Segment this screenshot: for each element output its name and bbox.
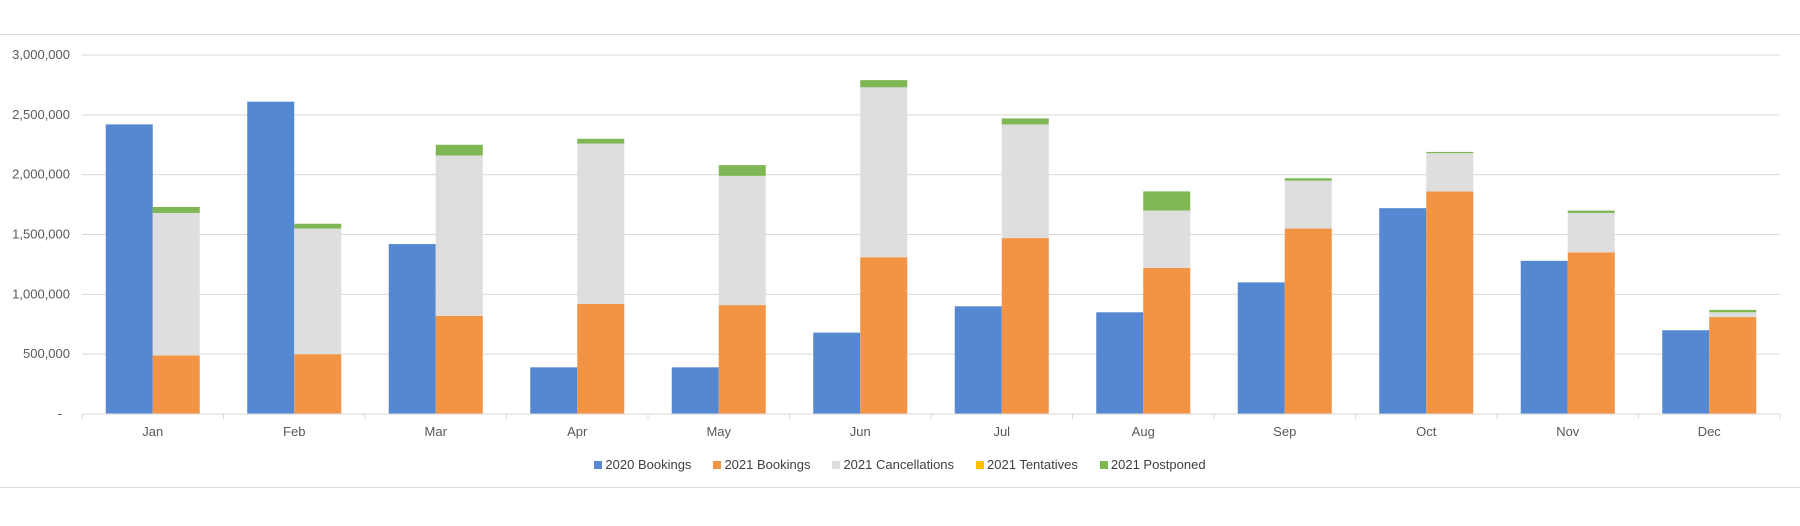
bar-2021-postponed — [1284, 178, 1332, 181]
bar-2021-bookings — [860, 257, 908, 414]
legend-item: 2021 Tentatives — [976, 457, 1078, 472]
bar-2021-bookings — [1284, 228, 1332, 414]
bar-2021-cancellations — [1143, 210, 1191, 269]
legend-label: 2021 Postponed — [1110, 457, 1206, 472]
bar-2021-bookings — [718, 305, 766, 414]
x-tick-label: Apr — [567, 424, 588, 439]
bar-2021-cancellations — [577, 143, 625, 304]
bar-2021-bookings — [294, 354, 342, 414]
legend-label: 2021 Tentatives — [987, 457, 1078, 472]
bar-2021-cancellations — [1001, 124, 1049, 239]
legend-item: 2021 Cancellations — [832, 457, 954, 472]
chart-frame-top-border — [0, 34, 1800, 35]
chart-frame-bottom-border — [0, 487, 1800, 488]
y-tick-label: - — [58, 406, 62, 421]
bar-2021-cancellations — [1709, 312, 1757, 318]
x-tick-label: Feb — [283, 424, 305, 439]
bar-2020-bookings — [671, 367, 719, 414]
bar-2021-postponed — [1143, 191, 1191, 211]
x-tick-label: Sep — [1273, 424, 1296, 439]
bar-2020-bookings — [1237, 282, 1285, 414]
bar-2021-cancellations — [1567, 212, 1615, 253]
legend-swatch — [594, 460, 603, 469]
bar-2021-postponed — [718, 165, 766, 176]
bar-2020-bookings — [1520, 260, 1568, 414]
y-tick-label: 1,500,000 — [12, 227, 70, 242]
bar-2021-cancellations — [1284, 180, 1332, 229]
bar-2021-bookings — [152, 355, 200, 414]
bar-2020-bookings — [247, 101, 295, 415]
bar-2020-bookings — [954, 306, 1002, 414]
bar-2021-postponed — [1567, 210, 1615, 213]
bar-2020-bookings — [388, 244, 436, 414]
legend-label: 2021 Cancellations — [843, 457, 955, 472]
bar-2021-postponed — [577, 138, 625, 144]
x-tick-label: Oct — [1416, 424, 1437, 439]
bar-2021-postponed — [1426, 151, 1474, 154]
bar-2021-postponed — [294, 223, 342, 229]
bar-2021-cancellations — [1426, 153, 1474, 192]
y-tick-label: 500,000 — [23, 346, 70, 361]
bar-2020-bookings — [1096, 312, 1144, 414]
bar-2021-postponed — [435, 144, 483, 156]
legend-swatch — [832, 460, 841, 469]
legend-swatch — [976, 460, 985, 469]
y-tick-label: 2,000,000 — [12, 167, 70, 182]
x-tick-label: Aug — [1132, 424, 1155, 439]
bar-2021-cancellations — [860, 87, 908, 258]
legend-item: 2020 Bookings — [594, 457, 691, 472]
bar-2021-postponed — [1001, 118, 1049, 125]
bar-2021-postponed — [860, 80, 908, 88]
bar-2021-bookings — [1001, 238, 1049, 414]
legend-item: 2021 Postponed — [1099, 457, 1206, 472]
y-tick-label: 1,000,000 — [12, 286, 70, 301]
x-tick-label: Jun — [850, 424, 871, 439]
y-tick-label: 3,000,000 — [12, 47, 70, 62]
legend-item: 2021 Bookings — [713, 457, 810, 472]
bar-2021-bookings — [435, 315, 483, 414]
chart-legend: 2020 Bookings 2021 Bookings 2021 Cancellat… — [0, 457, 1800, 472]
bar-2020-bookings — [530, 367, 578, 414]
legend-label: 2021 Bookings — [724, 457, 811, 472]
bar-2021-cancellations — [152, 212, 200, 356]
x-tick-label: Nov — [1556, 424, 1580, 439]
bar-2021-postponed — [152, 206, 200, 213]
bar-2020-bookings — [1662, 330, 1710, 414]
bar-2021-bookings — [577, 303, 625, 414]
y-tick-label: 2,500,000 — [12, 107, 70, 122]
legend-swatch — [1099, 460, 1108, 469]
bar-2021-bookings — [1709, 317, 1757, 414]
bar-2021-bookings — [1567, 252, 1615, 414]
bar-2021-bookings — [1426, 191, 1474, 414]
bar-2021-cancellations — [294, 228, 342, 355]
x-tick-label: Jul — [993, 424, 1010, 439]
legend-swatch — [713, 460, 722, 469]
x-tick-label: May — [706, 424, 731, 439]
x-tick-label: Jan — [142, 424, 163, 439]
x-tick-label: Dec — [1698, 424, 1722, 439]
bar-2020-bookings — [105, 124, 153, 414]
bar-2021-bookings — [1143, 268, 1191, 414]
x-tick-label: Mar — [425, 424, 448, 439]
bar-2021-cancellations — [435, 155, 483, 316]
bar-2020-bookings — [1379, 208, 1427, 414]
legend-label: 2020 Bookings — [605, 457, 692, 472]
bar-2021-cancellations — [718, 175, 766, 306]
bar-2020-bookings — [813, 332, 861, 414]
bar-2021-postponed — [1709, 309, 1757, 313]
